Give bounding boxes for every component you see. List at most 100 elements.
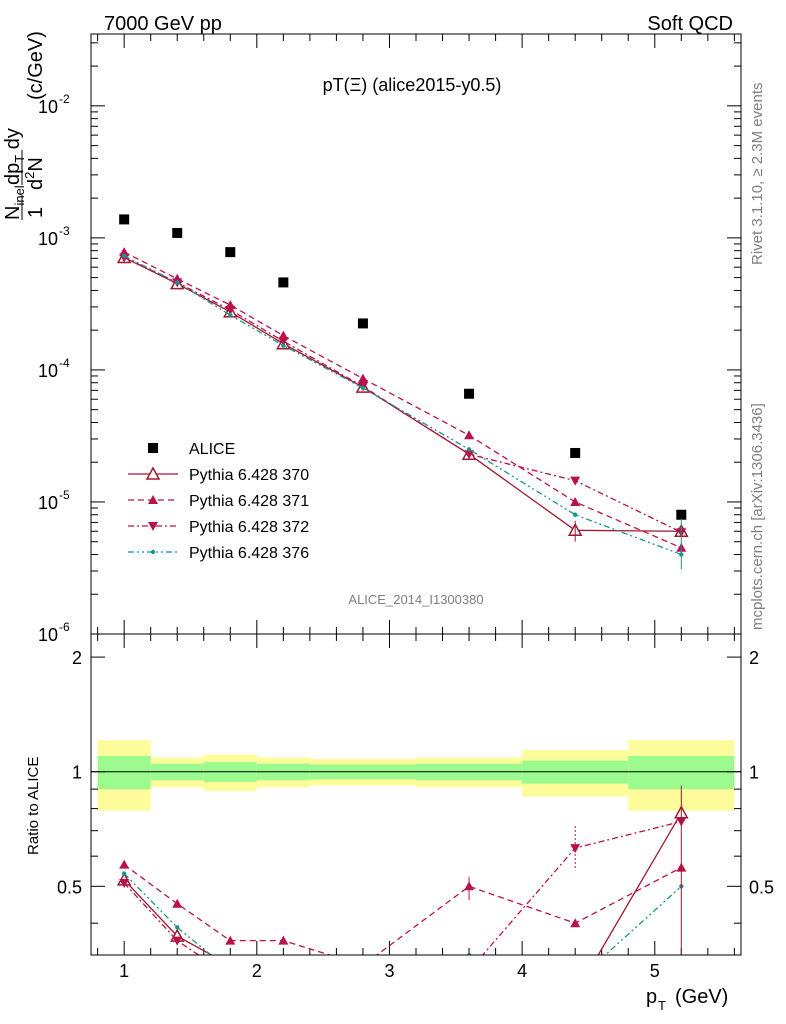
series-point [225, 305, 236, 315]
ratio-point [121, 871, 127, 876]
watermark: ALICE_2014_I1300380 [348, 592, 483, 607]
x-tick-label: 1 [119, 961, 129, 981]
ratio-tick-label: 2 [72, 648, 82, 668]
x-axis-label: p T (GeV) [646, 986, 728, 1013]
data-point [278, 277, 289, 288]
ratio-point [357, 988, 369, 999]
legend-label: ALICE [189, 441, 235, 458]
svg-text:Ninel: Ninel [2, 185, 27, 220]
series-point [464, 430, 475, 440]
series-point [572, 512, 578, 517]
ratio-point [463, 965, 475, 976]
data-point [357, 318, 368, 329]
ratio-point [278, 935, 289, 945]
series-point [357, 373, 368, 383]
series-point [464, 450, 475, 460]
ratio-point [464, 967, 474, 976]
series-line [123, 255, 682, 556]
ratio-tick-label-right: 2 [749, 648, 759, 668]
svg-text:(GeV): (GeV) [675, 986, 728, 1008]
header-left: 7000 GeV pp [104, 13, 222, 35]
ratio-tick-label-right: 1 [749, 763, 759, 783]
series-line [123, 256, 682, 532]
y-tick-exp: -6 [59, 620, 70, 634]
legend-label: Pythia 6.428 376 [189, 545, 309, 562]
svg-text:1: 1 [25, 207, 47, 218]
main-panel: 10-610-510-410-310-2 [38, 33, 742, 955]
ratio-point [281, 969, 285, 973]
y-tick-label: 10 [38, 229, 58, 249]
ratio-point [175, 925, 180, 930]
ratio-panel: 1 2 3 4 5 0.5 0.5 1 1 2 2 [57, 633, 774, 1006]
legend-label: Pythia 6.428 370 [189, 467, 309, 484]
y-tick-exp: -4 [59, 356, 70, 370]
ratio-point [358, 960, 368, 969]
svg-text:(c/GeV): (c/GeV) [25, 31, 47, 100]
mcplots-label: mcplots.cern.ch [arXiv:1306.3436] [749, 403, 766, 630]
ratio-point [569, 988, 581, 999]
series-point [570, 496, 581, 506]
ratio-point [278, 978, 288, 987]
ratio-tick-label: 1 [72, 763, 82, 783]
ratio-point [570, 918, 581, 928]
ratio-tick-label: 0.5 [57, 877, 82, 897]
ratio-line [123, 812, 682, 955]
legend-marker [148, 495, 158, 504]
y-tick-label: 10 [38, 361, 58, 381]
y-axis-label-ratio: Ratio to ALICE [25, 757, 42, 855]
band-inner [628, 755, 735, 790]
ratio-point [358, 997, 368, 1006]
series-point [360, 385, 366, 391]
ratio-point [172, 936, 183, 946]
series-point [175, 280, 180, 285]
y-axis-label-main: 1 d2N (c/GeV) Ninel dpT dy [2, 31, 47, 220]
data-point [172, 227, 183, 238]
rivet-label: Rivet 3.1.10, ≥ 2.3M events [749, 83, 766, 266]
ratio-point [225, 935, 236, 945]
data-point [225, 247, 236, 258]
data-point [119, 214, 130, 225]
ratio-point [570, 844, 581, 854]
legend-label: Pythia 6.428 371 [189, 493, 309, 510]
ratio-point [225, 972, 235, 981]
legend-marker [148, 522, 158, 531]
ratio-point [573, 980, 577, 984]
data-point [570, 447, 581, 458]
legend-marker [150, 549, 156, 555]
svg-text:d2N: d2N [22, 157, 47, 190]
y-tick-exp: -3 [59, 224, 70, 238]
y-tick-label: 10 [38, 625, 58, 645]
y-tick-label: 10 [38, 493, 58, 513]
series-point [281, 343, 286, 348]
y-tick-label: 10 [38, 97, 58, 117]
main-series [116, 214, 689, 570]
ratio-point [119, 879, 130, 889]
ratio-point [224, 959, 236, 970]
x-tick-label: 2 [252, 961, 262, 981]
svg-text:p: p [646, 986, 657, 1008]
ratio-point [228, 969, 232, 973]
ratio-point [172, 898, 183, 908]
series-point [570, 476, 581, 486]
x-tick-label: 5 [650, 961, 660, 981]
x-tick-label: 3 [384, 961, 394, 981]
series-point [121, 253, 127, 259]
svg-text:dpT dy: dpT dy [2, 128, 27, 185]
series-line [123, 256, 682, 533]
ratio-tick-label-right: 0.5 [749, 877, 774, 897]
y-tick-exp: -2 [59, 92, 70, 106]
ratio-point [361, 992, 365, 996]
header-right: Soft QCD [647, 13, 733, 35]
ratio-series [116, 785, 689, 1006]
ratio-bands [97, 740, 735, 811]
legend: ALICE Pythia 6.428 370 Pythia 6.428 371 Pyt… [128, 441, 309, 562]
series-point [228, 312, 233, 318]
ratio-frame [90, 633, 742, 956]
x-tick-label: 4 [517, 961, 527, 981]
legend-marker [148, 443, 158, 453]
ratio-line [123, 864, 682, 955]
band-inner [97, 755, 151, 790]
ratio-point [466, 952, 472, 955]
ratio-point [119, 859, 130, 869]
